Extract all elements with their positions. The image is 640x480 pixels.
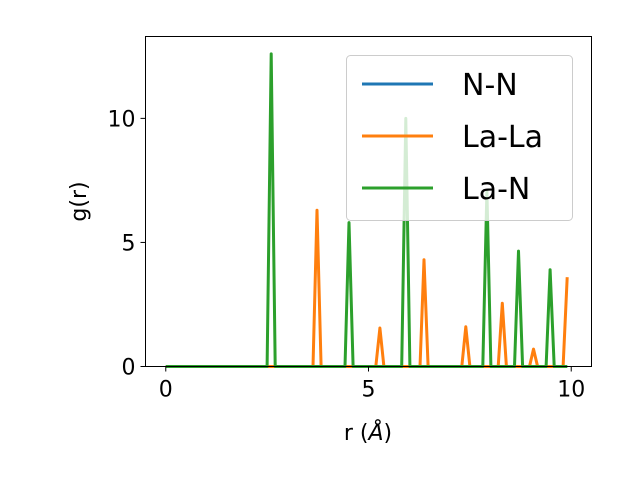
legend-box [346, 55, 573, 221]
legend: N-N La-La La-N [346, 55, 573, 221]
y-tick-label: 0 [122, 356, 136, 381]
x-tick-label: 10 [557, 378, 585, 403]
x-axis-label-suffix: ) [384, 421, 393, 446]
x-axis-label-unit: Å [366, 419, 383, 446]
x-tick-label: 5 [362, 378, 376, 403]
x-axis-label-prefix: r ( [344, 421, 369, 446]
y-axis-label: g(r) [67, 181, 92, 221]
y-tick-label: 5 [122, 231, 136, 256]
x-axis-ticks: 0 5 10 [159, 366, 585, 403]
x-tick-label: 0 [159, 378, 173, 403]
y-axis-ticks: 0 5 10 [108, 107, 146, 381]
legend-label-n-n: N-N [462, 68, 518, 103]
legend-entry-n-n: N-N [362, 68, 518, 103]
legend-entry-la-n: La-N [362, 172, 530, 207]
y-tick-label: 10 [108, 107, 136, 132]
x-axis-label: r (Å) [344, 419, 392, 446]
legend-label-la-la: La-La [462, 120, 543, 155]
legend-entry-la-la: La-La [362, 120, 543, 155]
legend-label-la-n: La-N [462, 172, 530, 207]
